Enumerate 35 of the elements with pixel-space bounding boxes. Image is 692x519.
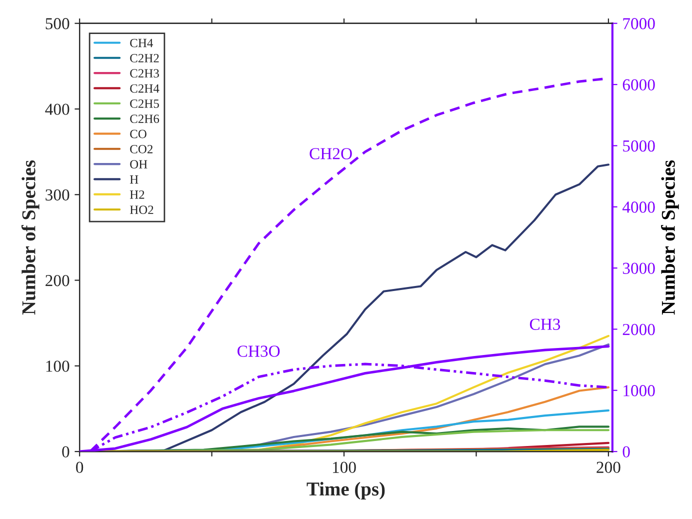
legend-label: H2 xyxy=(130,190,144,199)
x-tick-label: 100 xyxy=(332,462,356,473)
y2-tick-label: 4000 xyxy=(622,202,655,213)
y-axis-title: Number of Species xyxy=(21,160,40,315)
y-tick-label: 100 xyxy=(46,360,70,372)
y2-tick-label: 1000 xyxy=(624,385,655,396)
y-tick-label: 200 xyxy=(46,274,70,286)
legend-label: CO2 xyxy=(130,144,153,154)
legend-label: H xyxy=(130,175,138,184)
series-label: CH2O xyxy=(310,148,352,160)
legend-label: HO2 xyxy=(130,206,154,214)
legend-label: C2H2 xyxy=(130,54,159,62)
legend-label: CO xyxy=(130,130,146,138)
series-label: CH3O xyxy=(238,346,280,357)
y-tick-label: 500 xyxy=(46,18,70,30)
y2-tick-label: 0 xyxy=(622,446,630,458)
legend-label: C2H4 xyxy=(130,84,160,93)
y-tick-label: 0 xyxy=(62,446,70,458)
legend-label: OH xyxy=(130,160,148,169)
legend-label: C2H5 xyxy=(130,99,159,108)
y2-tick-label: 7000 xyxy=(623,18,655,30)
y2-tick-label: 3000 xyxy=(622,262,655,274)
x-axis-title: Time (ps) xyxy=(306,482,385,500)
y-tick-label: 400 xyxy=(45,104,70,115)
legend-label: CH4 xyxy=(130,38,153,48)
x-tick-label: 200 xyxy=(596,462,620,473)
y2-axis-title: Number of Species xyxy=(661,160,679,315)
legend-label: C2H6 xyxy=(130,114,160,124)
legend-label: C2H3 xyxy=(130,69,159,78)
y2-tick-label: 6000 xyxy=(622,79,655,90)
y2-tick-label: 2000 xyxy=(622,324,655,336)
y2-tick-label: 5000 xyxy=(623,140,655,152)
series-label: CH3 xyxy=(530,318,560,330)
y-tick-label: 300 xyxy=(46,189,70,201)
x-tick-label: 0 xyxy=(76,462,84,473)
